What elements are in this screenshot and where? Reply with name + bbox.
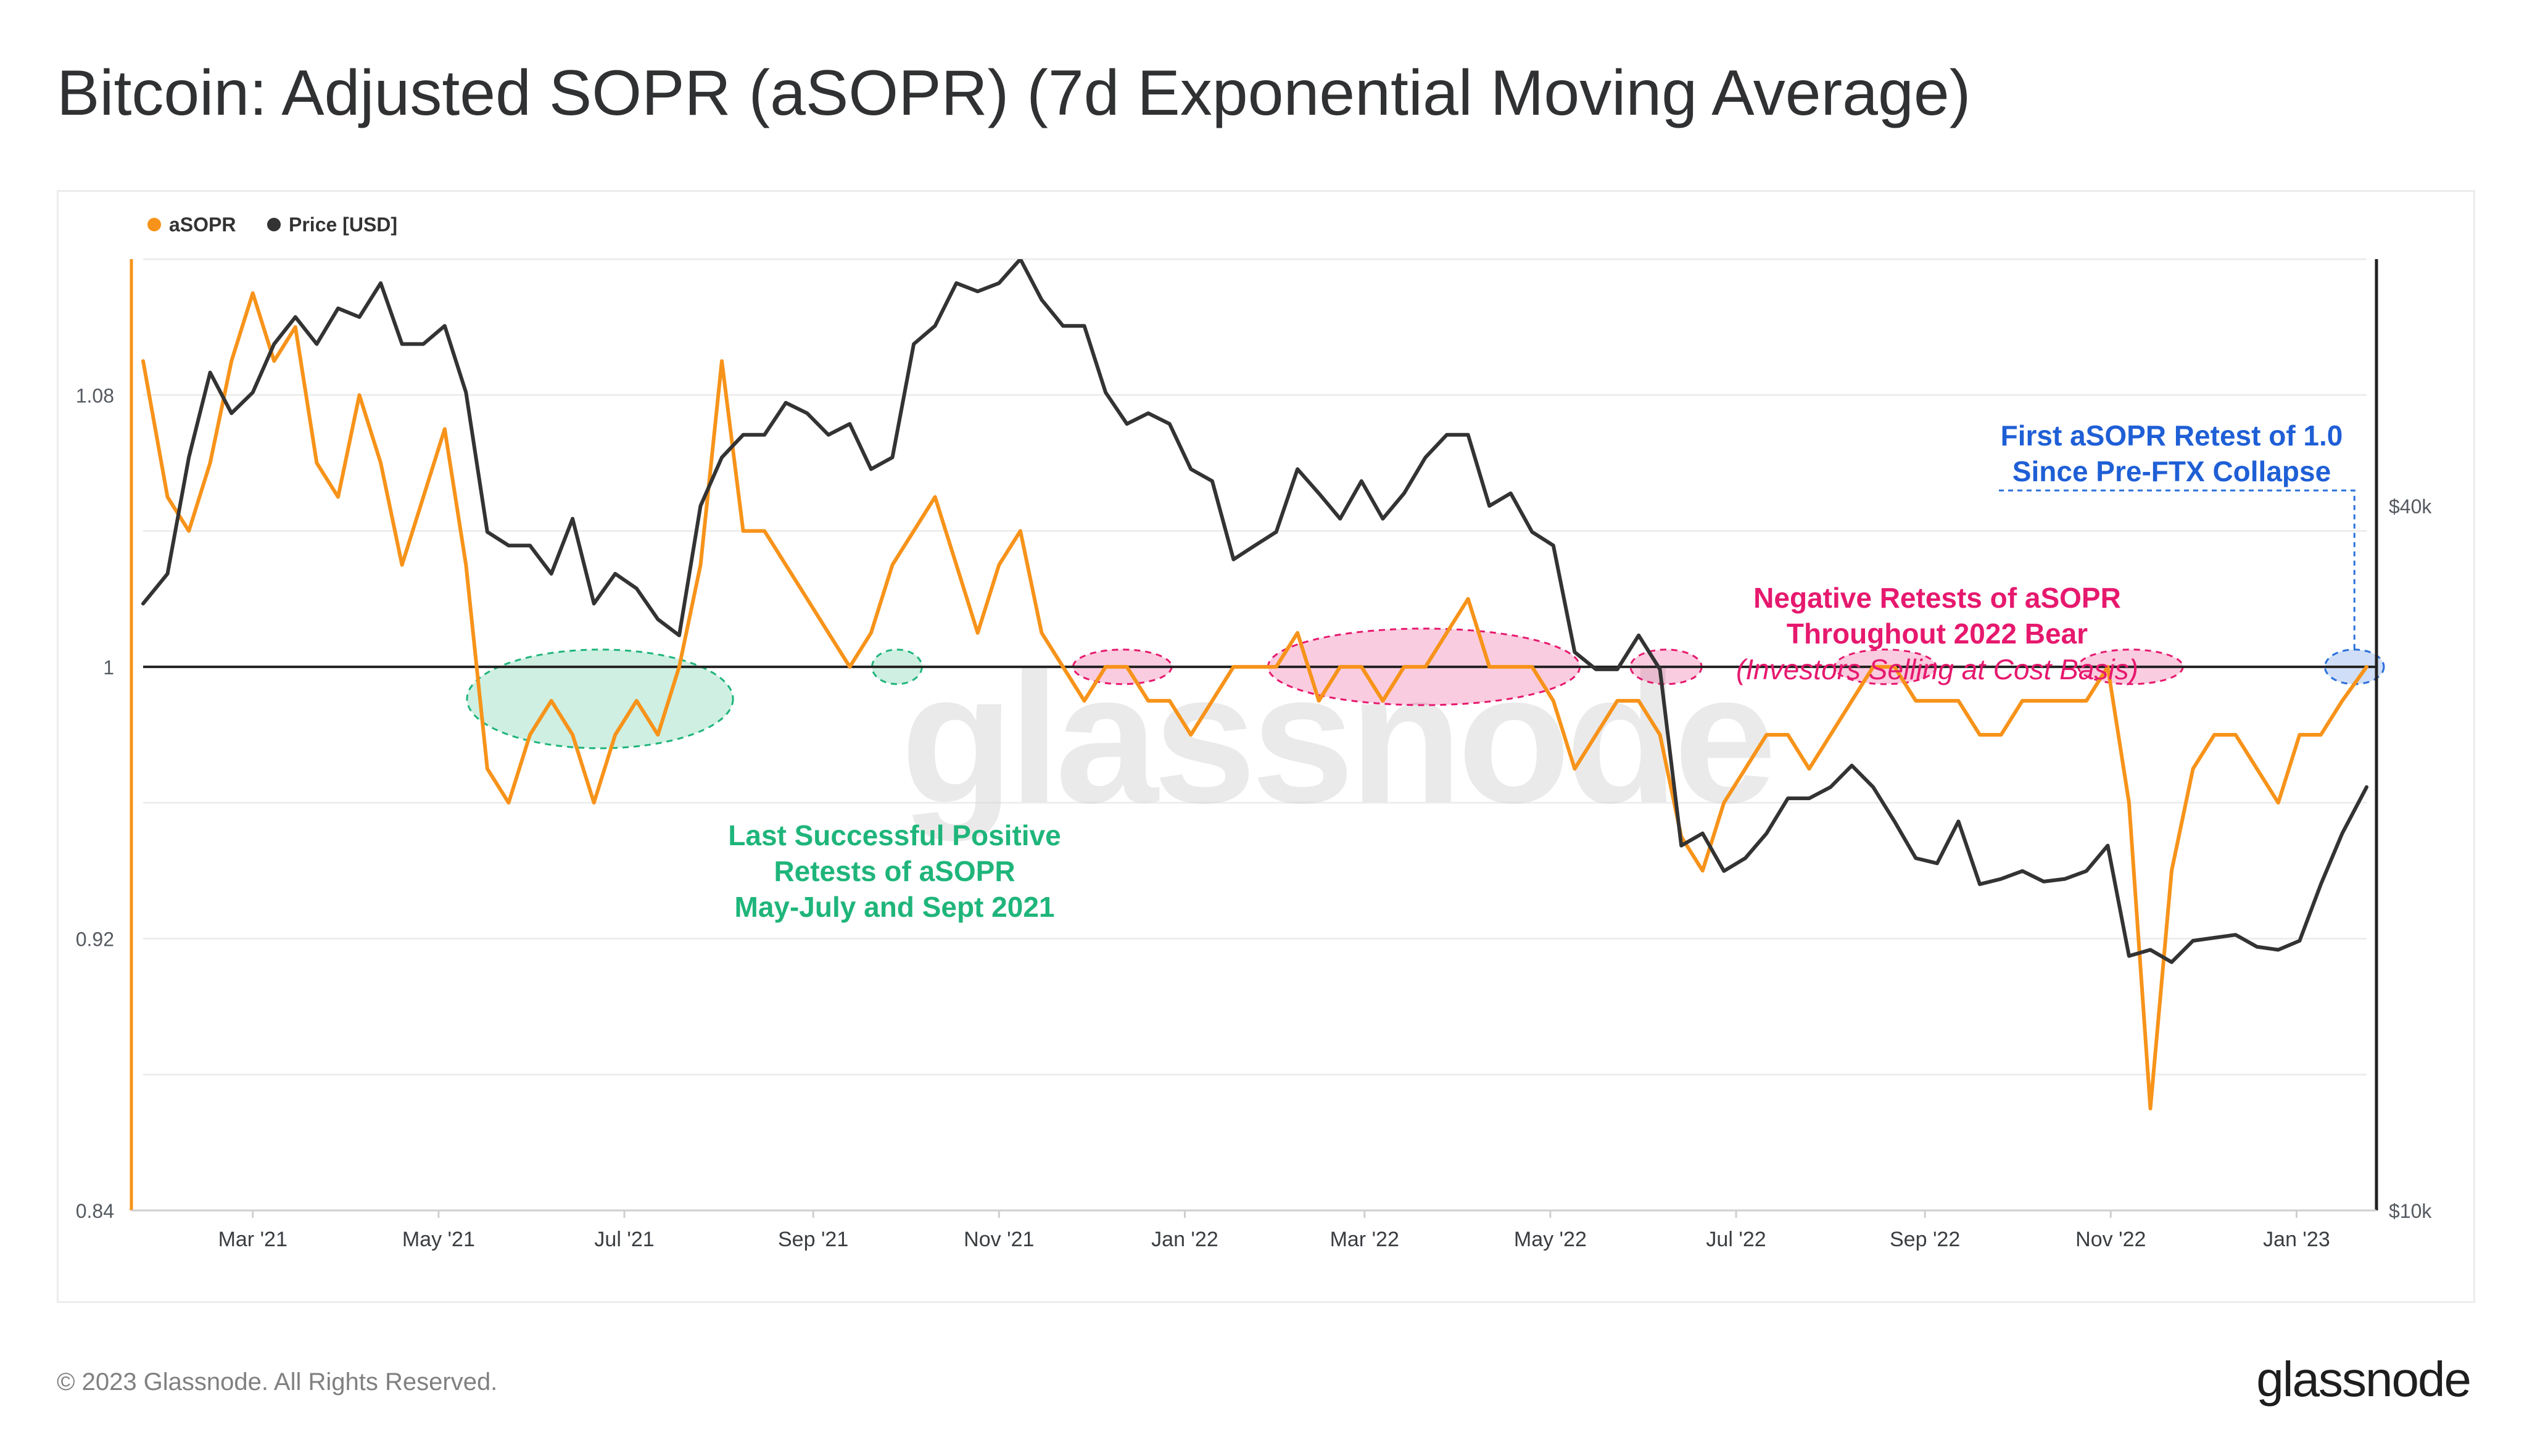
page-title: Bitcoin: Adjusted SOPR (aSOPR) (7d Expon… — [57, 57, 1971, 129]
legend: aSOPR Price [USD] — [147, 213, 397, 236]
axes: 0.84 0.92 1 1.08 $10k $40k Mar '21 May '21 Jul '… — [76, 259, 2432, 1251]
legend-label: aSOPR — [169, 213, 236, 236]
x-tick-label: Nov '22 — [2075, 1228, 2146, 1251]
asopr-line — [141, 291, 2368, 1111]
x-tick-label: Sep '22 — [1890, 1228, 1960, 1251]
annotation-positive-line: Last Successful Positive — [728, 819, 1061, 851]
legend-swatch — [147, 218, 161, 231]
price-line — [141, 259, 2368, 964]
y-left-tick-label: 1 — [103, 656, 114, 679]
y-right-tick-label: $40k — [2389, 495, 2432, 518]
x-tick-label: Jul '21 — [594, 1228, 654, 1251]
legend-swatch — [267, 218, 281, 231]
y-right-tick-label: $10k — [2389, 1200, 2432, 1222]
y-left-tick-label: 1.08 — [76, 384, 114, 407]
x-tick-label: May '21 — [402, 1228, 475, 1251]
annotation-positive-line: May-July and Sept 2021 — [735, 891, 1055, 923]
x-tick-label: Nov '21 — [964, 1228, 1034, 1251]
copyright-text: © 2023 Glassnode. All Rights Reserved. — [57, 1368, 498, 1396]
chart-frame — [57, 190, 2475, 1303]
x-tick-label: Sep '21 — [778, 1228, 848, 1251]
annotation-ftx-line: Since Pre-FTX Collapse — [2012, 455, 2331, 487]
annotation-positive-line: Retests of aSOPR — [774, 855, 1015, 887]
annotation-negative-line: Negative Retests of aSOPR — [1753, 582, 2121, 614]
annotations: Last Successful Positive Retests of aSOPR… — [728, 420, 2355, 923]
y-left-tick-label: 0.92 — [76, 928, 114, 950]
y-left-tick-label: 0.84 — [76, 1200, 114, 1222]
ftx-leader-line — [1999, 489, 2355, 650]
annotation-negative-line: Throughout 2022 Bear — [1787, 618, 2088, 650]
series-lines — [141, 259, 2375, 1111]
legend-label: Price [USD] — [289, 213, 397, 236]
annotation-ftx-line: First aSOPR Retest of 1.0 — [2001, 420, 2343, 452]
x-tick-label: May '22 — [1514, 1228, 1587, 1251]
x-tick-label: Jan '23 — [2263, 1228, 2330, 1251]
brand-logo: glassnode — [2256, 1352, 2471, 1407]
annotation-negative-italic: (Investors Selling at Cost Basis) — [1736, 653, 2138, 685]
x-tick-label: Mar '21 — [218, 1228, 287, 1251]
x-tick-label: Jul '22 — [1706, 1228, 1766, 1251]
x-tick-label: Mar '22 — [1330, 1228, 1399, 1251]
x-tick-label: Jan '22 — [1151, 1228, 1218, 1251]
positive-retest-region — [466, 648, 734, 750]
